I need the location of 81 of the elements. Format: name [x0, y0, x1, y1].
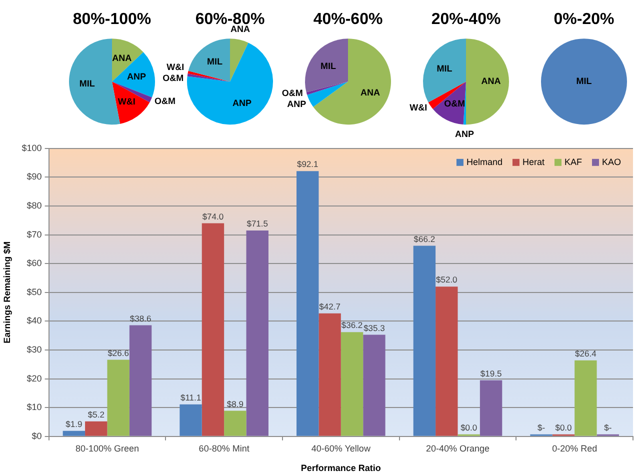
- slice-label: O&M: [282, 88, 303, 98]
- data-label: $26.4: [575, 348, 597, 358]
- bar: [436, 286, 458, 436]
- slice-label: MIL: [320, 60, 337, 71]
- slice-label: ANA: [360, 87, 380, 98]
- bar: [340, 332, 364, 436]
- y-tick-label: $50: [26, 286, 42, 297]
- data-label: $42.7: [319, 302, 341, 312]
- slice-label: O&M: [444, 98, 466, 108]
- data-label: $19.5: [480, 368, 502, 378]
- bar: [574, 360, 597, 436]
- y-tick-label: $20: [26, 373, 42, 384]
- x-tick-label: 80-100% Green: [75, 443, 140, 454]
- y-tick-label: $0: [32, 430, 42, 441]
- slice-label: W&I: [410, 102, 428, 112]
- data-label: $0.0: [555, 422, 572, 432]
- slice-label: ANP: [287, 98, 306, 109]
- slice-label: MIL: [576, 76, 592, 86]
- data-label: $74.0: [202, 211, 224, 222]
- data-label: $11.1: [180, 392, 202, 403]
- bar: [480, 380, 502, 436]
- bar: [85, 421, 108, 436]
- bar: [296, 171, 319, 436]
- bar: [180, 404, 202, 436]
- bar: [318, 313, 341, 436]
- data-label: $66.2: [414, 234, 436, 244]
- chart-title: 0%-20%: [554, 11, 614, 28]
- slice-label: W&I: [118, 96, 136, 106]
- y-tick-label: $30: [26, 344, 42, 354]
- data-label: $38.6: [130, 313, 152, 324]
- legend-label: KAF: [564, 156, 582, 167]
- bar: [363, 334, 386, 436]
- bar: [202, 223, 224, 436]
- bar: [107, 360, 130, 436]
- slice-label: ANP: [455, 129, 474, 140]
- data-label: $0.0: [460, 422, 478, 432]
- data-label: $-: [538, 422, 546, 432]
- chart-title: 80%-100%: [72, 11, 152, 28]
- data-label: $1.9: [66, 419, 82, 430]
- slice-label: O&M: [162, 72, 184, 83]
- data-label: $71.5: [246, 218, 268, 229]
- y-axis-title: Earnings Remaining $M: [2, 241, 12, 344]
- slice-label: MIL: [79, 78, 96, 88]
- y-tick-label: $40: [26, 316, 42, 326]
- y-tick-label: $80: [26, 200, 42, 210]
- slice-label: ANA: [112, 53, 132, 64]
- bar: [246, 230, 268, 436]
- chart-title: 40%-60%: [313, 11, 383, 28]
- bar: [224, 410, 246, 436]
- x-tick-label: 0-20% Red: [552, 443, 598, 454]
- x-axis-title: Performance Ratio: [300, 463, 382, 474]
- y-tick-label: $100: [22, 142, 42, 153]
- slice-label: W&I: [166, 62, 184, 72]
- data-label: $-: [604, 422, 612, 432]
- legend-label: Helmand: [466, 156, 502, 167]
- data-label: $5.2: [88, 410, 105, 420]
- y-tick-label: $60: [26, 258, 42, 268]
- y-tick-label: $70: [26, 229, 42, 240]
- legend-label: Herat: [522, 156, 545, 167]
- bar: [62, 430, 86, 436]
- x-tick-label: 60-80% Mint: [198, 443, 250, 454]
- data-label: $35.3: [364, 322, 386, 333]
- data-label: $92.1: [296, 159, 319, 170]
- slice-label: ANP: [232, 98, 252, 108]
- y-tick-label: $10: [26, 402, 42, 412]
- y-tick-label: $90: [26, 172, 42, 182]
- slice-label: MIL: [436, 63, 453, 74]
- slice-label: ANA: [481, 76, 502, 86]
- data-label: $52.0: [436, 274, 458, 285]
- slice-label: MIL: [206, 56, 223, 66]
- slice-label: O&M: [154, 96, 176, 106]
- legend-label: KAO: [602, 156, 622, 167]
- x-tick-label: 40-60% Yellow: [311, 443, 371, 454]
- bar: [129, 325, 152, 436]
- bar: [413, 246, 436, 436]
- chart-title: 20%-40%: [431, 11, 501, 28]
- slice-label: ANP: [126, 71, 146, 82]
- data-label: $26.6: [108, 348, 130, 358]
- data-label: $36.2: [341, 320, 363, 330]
- data-label: $8.9: [226, 398, 244, 409]
- x-tick-label: 20-40% Orange: [426, 443, 490, 454]
